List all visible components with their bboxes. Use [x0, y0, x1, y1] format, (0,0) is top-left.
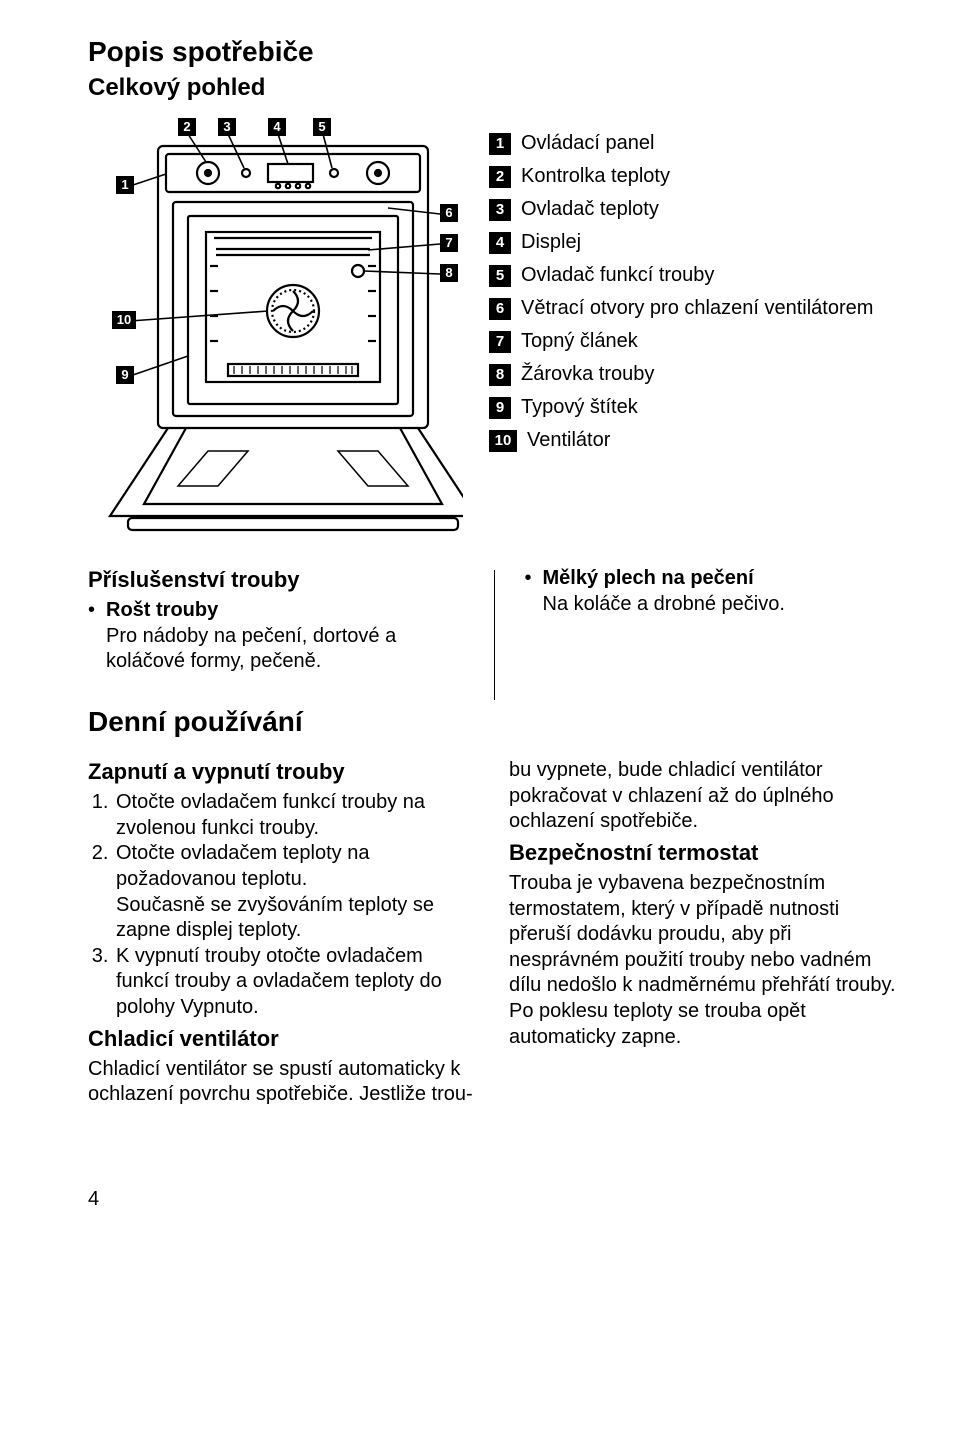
accessory-title: Rošt trouby: [106, 599, 218, 621]
legend-num-icon: 7: [489, 331, 511, 353]
svg-text:1: 1: [121, 177, 128, 192]
svg-text:7: 7: [445, 235, 452, 250]
svg-text:9: 9: [121, 367, 128, 382]
list-item: Otočte ovladačem funkcí trouby na zvolen…: [114, 790, 479, 841]
accessories-right: Mělký plech na pečení Na koláče a drobné…: [525, 566, 901, 700]
page: Popis spotřebiče Celkový pohled: [0, 0, 960, 1241]
legend-label: Displej: [521, 227, 581, 258]
list-item: Rošt trouby Pro nádoby na pečení, dortov…: [88, 598, 464, 675]
diagram-row: 1 2 3 4 5 6 7 8 9 10 1 Ovládací panel 2 Ko…: [88, 116, 900, 536]
legend-num-icon: 1: [489, 133, 511, 155]
legend: 1 Ovládací panel 2 Kontrolka teploty 3 Ovla…: [489, 128, 873, 458]
column-divider: [494, 570, 495, 700]
list-item: Mělký plech na pečení Na koláče a drobné…: [525, 566, 901, 617]
legend-item: 6 Větrací otvory pro chlazení ventilátore…: [489, 293, 873, 324]
legend-label: Typový štítek: [521, 392, 638, 423]
legend-item: 7 Topný článek: [489, 326, 873, 357]
on-off-heading: Zapnutí a vypnutí trouby: [88, 758, 479, 786]
legend-num-icon: 4: [489, 232, 511, 254]
legend-item: 1 Ovládací panel: [489, 128, 873, 159]
daily-use-left: Zapnutí a vypnutí trouby Otočte ovladače…: [88, 758, 479, 1108]
legend-item: 10 Ventilátor: [489, 425, 873, 456]
svg-text:5: 5: [318, 119, 325, 134]
legend-item: 2 Kontrolka teploty: [489, 161, 873, 192]
steps-list: Otočte ovladačem funkcí trouby na zvolen…: [88, 790, 479, 1020]
legend-num-icon: 9: [489, 397, 511, 419]
legend-label: Topný článek: [521, 326, 638, 357]
legend-num-icon: 8: [489, 364, 511, 386]
legend-num-icon: 3: [489, 199, 511, 221]
daily-use-right: bu vypnete, bude chladicí ventilátor pok…: [509, 758, 900, 1108]
oven-diagram: 1 2 3 4 5 6 7 8 9 10: [88, 116, 463, 536]
legend-label: Větrací otvory pro chlazení ventilátorem: [521, 293, 873, 324]
step-text: Otočte ovladačem teploty na požadovanou …: [116, 842, 434, 941]
accessories-heading: Příslušenství trouby: [88, 566, 464, 594]
legend-num-icon: 2: [489, 166, 511, 188]
page-title: Popis spotřebiče: [88, 36, 900, 68]
step-text: K vypnutí trouby otočte ovladačem funkcí…: [116, 945, 442, 1018]
list-item: Otočte ovladačem teploty na požadovanou …: [114, 841, 479, 943]
overview-heading: Celkový pohled: [88, 74, 900, 102]
daily-use-section: Zapnutí a vypnutí trouby Otočte ovladače…: [88, 758, 900, 1108]
legend-item: 4 Displej: [489, 227, 873, 258]
legend-item: 8 Žárovka trouby: [489, 359, 873, 390]
legend-num-icon: 5: [489, 265, 511, 287]
accessory-desc: Na koláče a drobné pečivo.: [543, 593, 785, 615]
svg-text:4: 4: [273, 119, 281, 134]
step-text: Otočte ovladačem funkcí trouby na zvolen…: [116, 791, 425, 839]
svg-text:3: 3: [223, 119, 230, 134]
accessories-section: Příslušenství trouby Rošt trouby Pro nád…: [88, 566, 900, 700]
legend-label: Kontrolka teploty: [521, 161, 670, 192]
accessory-title: Mělký plech na pečení: [543, 567, 754, 589]
legend-label: Žárovka trouby: [521, 359, 654, 390]
fan-heading: Chladicí ventilátor: [88, 1025, 479, 1053]
fan-text-left: Chladicí ventilátor se spustí automatick…: [88, 1057, 479, 1108]
legend-num-icon: 10: [489, 430, 517, 452]
svg-text:2: 2: [183, 119, 190, 134]
list-item: K vypnutí trouby otočte ovladačem funkcí…: [114, 944, 479, 1021]
fan-text-right: bu vypnete, bude chladicí ventilátor pok…: [509, 758, 900, 835]
svg-text:8: 8: [445, 265, 452, 280]
legend-label: Ventilátor: [527, 425, 610, 456]
legend-label: Ovladač funkcí trouby: [521, 260, 714, 291]
daily-use-heading: Denní používání: [88, 706, 900, 738]
legend-label: Ovládací panel: [521, 128, 654, 159]
thermostat-heading: Bezpečnostní termostat: [509, 839, 900, 867]
legend-num-icon: 6: [489, 298, 511, 320]
svg-text:10: 10: [117, 312, 131, 327]
svg-text:6: 6: [445, 205, 452, 220]
legend-item: 5 Ovladač funkcí trouby: [489, 260, 873, 291]
legend-label: Ovladač teploty: [521, 194, 659, 225]
thermostat-text: Trouba je vybavena bezpečnostním termost…: [509, 871, 900, 1050]
legend-item: 3 Ovladač teploty: [489, 194, 873, 225]
legend-item: 9 Typový štítek: [489, 392, 873, 423]
page-number: 4: [88, 1188, 900, 1211]
accessory-desc: Pro nádoby na pečení, dortové a koláčové…: [106, 625, 396, 673]
accessories-left: Příslušenství trouby Rošt trouby Pro nád…: [88, 566, 464, 700]
